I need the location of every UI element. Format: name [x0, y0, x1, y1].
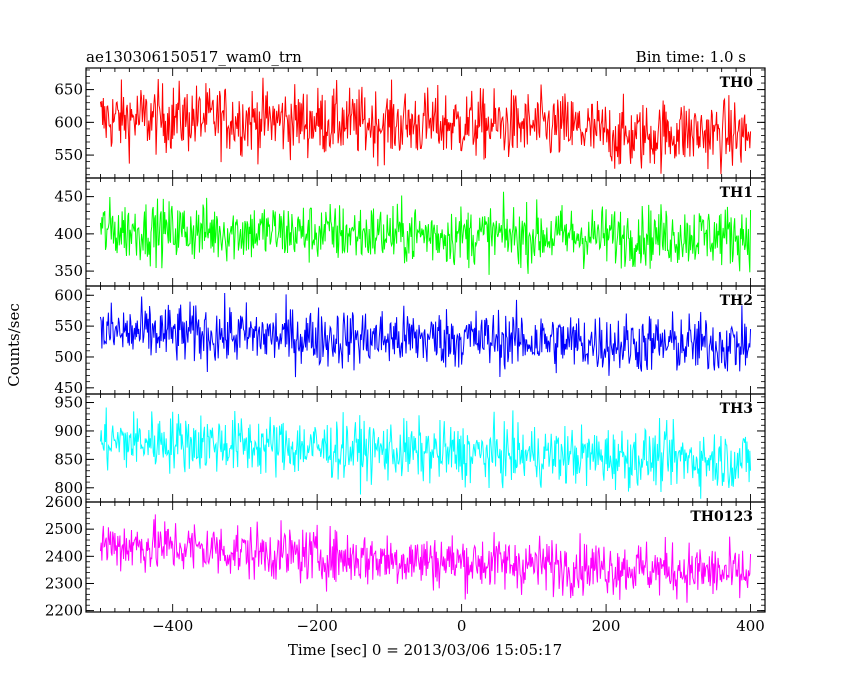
- y-tick-label: 600: [54, 113, 83, 131]
- y-tick-label: 600: [54, 286, 83, 304]
- y-tick-label: 2400: [45, 547, 83, 565]
- y-tick-label: 350: [54, 262, 83, 280]
- x-tick-label: 0: [457, 617, 467, 635]
- y-tick-label: 550: [54, 146, 83, 164]
- chart-title: ae130306150517_wam0_trn: [86, 48, 302, 66]
- y-tick-label: 800: [54, 479, 83, 497]
- x-tick-label: −200: [297, 617, 338, 635]
- y-tick-label: 2300: [45, 574, 83, 592]
- panel-frame: [85, 501, 766, 613]
- panel-th1: 350 400 450 TH1: [54, 177, 766, 287]
- y-tick-label: 450: [54, 188, 83, 206]
- y-tick-label: 550: [54, 317, 83, 335]
- x-tick-label: 200: [592, 617, 621, 635]
- panel-th0123: 2200 2300 2400 2500 2600 TH0123: [45, 493, 766, 620]
- panel-label-th2: TH2: [720, 293, 753, 309]
- panel-th0: 550 600 650 TH0: [54, 67, 766, 179]
- panel-th2: 450 500 550 600 TH2: [54, 285, 766, 397]
- y-tick-label: 400: [54, 225, 83, 243]
- y-tick-label: 2500: [45, 520, 83, 538]
- panel-label-th0: TH0: [720, 75, 754, 91]
- y-tick-label: 500: [54, 348, 83, 366]
- y-tick-label: 450: [54, 379, 83, 397]
- panel-label-th0123: TH0123: [690, 509, 753, 525]
- x-tick-label: −400: [152, 617, 193, 635]
- series-line-th2: [99, 293, 752, 378]
- y-tick-label: 950: [54, 394, 83, 412]
- panel-label-th1: TH1: [720, 185, 753, 201]
- series-line-th1: [99, 191, 752, 275]
- y-tick-label: 2600: [45, 493, 83, 511]
- y-tick-label: 2200: [45, 602, 83, 620]
- series-line-th0123: [99, 514, 752, 603]
- y-tick-label: 900: [54, 422, 83, 440]
- y-tick-label: 650: [54, 81, 83, 99]
- series-line-th3: [99, 407, 752, 499]
- y-tick-label: 850: [54, 450, 83, 468]
- x-axis-label: Time [sec] 0 = 2013/03/06 15:05:17: [288, 641, 562, 659]
- y-axis-label: Counts/sec: [5, 303, 23, 387]
- panels-group: 550 600 650 TH0 350 400 450 TH1 450 500 550 600 TH2 8…: [45, 67, 766, 635]
- panel-label-th3: TH3: [720, 401, 753, 417]
- series-line-th0: [99, 77, 752, 175]
- panel-th3: 800 850 900 950 TH3: [54, 393, 766, 503]
- x-tick-label: 400: [736, 617, 765, 635]
- bin-time-label: Bin time: 1.0 s: [636, 48, 746, 66]
